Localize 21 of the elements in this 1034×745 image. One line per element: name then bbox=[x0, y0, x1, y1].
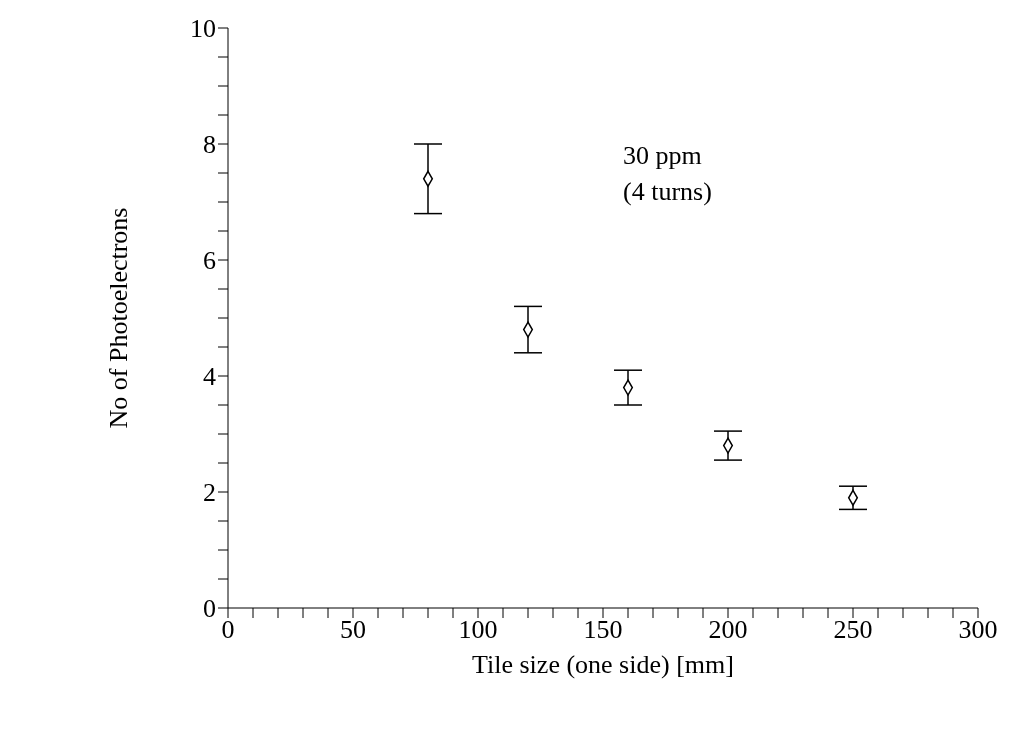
x-tick-label: 50 bbox=[340, 615, 366, 645]
x-tick-label: 100 bbox=[458, 615, 498, 645]
y-axis-title: No of Photoelectrons bbox=[104, 207, 134, 429]
x-tick-label: 200 bbox=[708, 615, 748, 645]
y-tick-label: 0 bbox=[203, 594, 216, 624]
y-tick-label: 6 bbox=[203, 246, 216, 276]
point bbox=[622, 379, 634, 396]
x-tick-label: 250 bbox=[833, 615, 873, 645]
annotation: (4 turns) bbox=[623, 176, 712, 208]
point bbox=[422, 170, 434, 187]
y-tick-label: 10 bbox=[190, 14, 216, 44]
y-tick-label: 2 bbox=[203, 478, 216, 508]
y-tick-label: 8 bbox=[203, 130, 216, 160]
x-tick-label: 300 bbox=[958, 615, 998, 645]
point bbox=[522, 321, 534, 338]
annotation: 30 ppm bbox=[623, 140, 703, 172]
point bbox=[722, 437, 734, 454]
x-tick-label: 150 bbox=[583, 615, 623, 645]
point bbox=[847, 489, 859, 506]
x-axis-title: Tile size (one side) [mm] bbox=[472, 650, 734, 679]
y-tick-label: 4 bbox=[203, 362, 216, 392]
